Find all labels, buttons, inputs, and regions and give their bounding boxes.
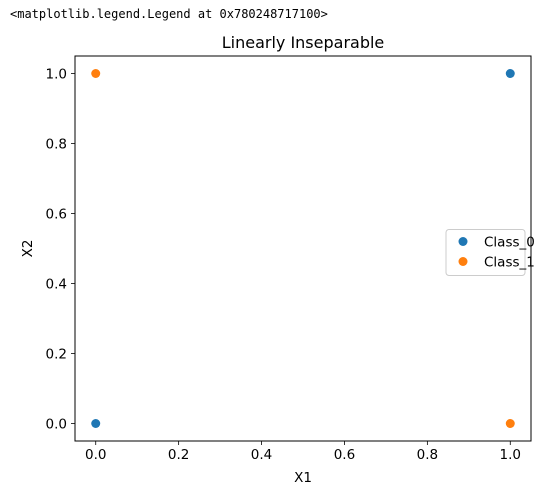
legend-marker [458,237,468,246]
y-axis: 0.0 0.2 0.4 0.6 0.8 1.0 [46,67,75,433]
data-point-class-1 [91,69,101,78]
y-tick-label: 0.6 [46,207,67,223]
x-tick-label: 1.0 [500,447,521,463]
y-tick-label: 1.0 [46,67,67,83]
data-point-class-0 [91,419,101,428]
y-tick-label: 0.0 [46,417,67,433]
x-axis-label: X1 [294,470,312,486]
y-axis-label: X2 [20,240,36,258]
y-tick-label: 0.8 [46,137,67,153]
data-point-class-1 [505,419,515,428]
x-tick-label: 0.2 [168,447,189,463]
data-points [91,69,515,428]
y-tick-label: 0.4 [46,277,67,293]
data-point-class-0 [505,69,515,78]
x-tick-label: 0.4 [251,447,272,463]
y-tick-label: 0.2 [46,347,67,363]
x-tick-label: 0.8 [417,447,438,463]
plot-area [74,55,532,442]
legend-label: Class_0 [484,235,535,251]
output-repr-text: <matplotlib.legend.Legend at 0x780248717… [10,7,328,21]
legend-marker [458,257,468,266]
chart-title: Linearly Inseparable [222,33,385,52]
x-tick-label: 0.0 [85,447,106,463]
x-tick-label: 0.6 [334,447,355,463]
legend: Class_0 Class_1 [445,229,535,276]
legend-label: Class_1 [484,255,535,271]
x-axis: 0.0 0.2 0.4 0.6 0.8 1.0 [85,441,521,463]
